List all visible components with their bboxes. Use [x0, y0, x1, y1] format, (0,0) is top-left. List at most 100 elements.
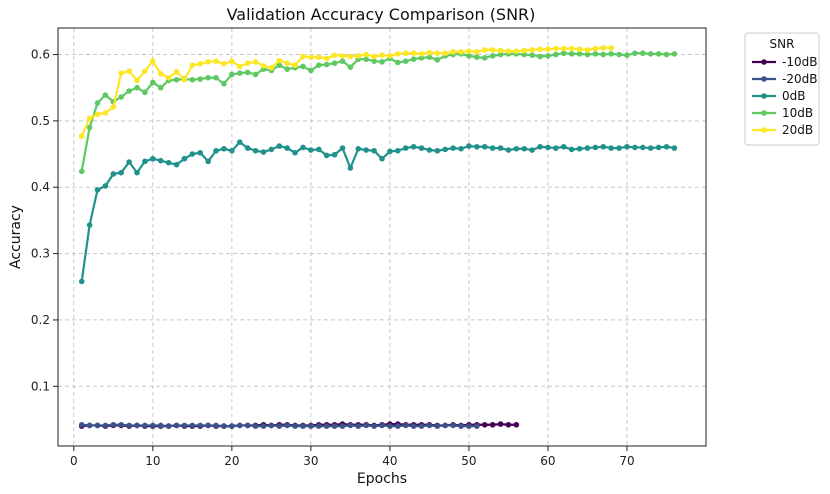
data-point [466, 48, 472, 55]
data-point [410, 423, 417, 429]
data-point [339, 53, 346, 59]
data-point [197, 76, 204, 82]
data-point [308, 67, 314, 74]
data-point [347, 165, 354, 171]
data-point [442, 146, 449, 153]
data-point [165, 74, 172, 81]
data-point [276, 62, 283, 68]
data-point [395, 423, 401, 429]
data-point [213, 147, 219, 154]
data-point [489, 53, 496, 59]
data-point [308, 147, 314, 153]
data-point [157, 84, 164, 91]
data-point [489, 145, 496, 151]
y-tick-label: 0.5 [31, 114, 50, 128]
data-point [78, 133, 85, 139]
data-point [600, 143, 607, 150]
data-point [458, 49, 464, 55]
data-point [466, 423, 472, 429]
data-point [181, 422, 188, 429]
data-point [371, 423, 377, 429]
x-tick-label: 0 [70, 454, 78, 468]
data-point [102, 422, 109, 429]
data-point [379, 52, 385, 58]
legend-item: 0dB [752, 89, 805, 103]
legend-swatch-marker [761, 59, 767, 65]
data-point [347, 53, 354, 60]
data-point [513, 48, 520, 55]
data-point [442, 50, 449, 57]
data-point [134, 422, 140, 429]
data-point [331, 52, 338, 58]
data-point [426, 422, 433, 429]
data-point [450, 49, 456, 55]
data-point [205, 422, 211, 429]
data-point [134, 169, 140, 176]
data-point [521, 145, 528, 152]
data-point [197, 149, 204, 156]
data-point [560, 143, 567, 150]
data-point [339, 145, 346, 151]
data-point [568, 146, 575, 153]
data-point [402, 58, 409, 64]
data-point [347, 422, 354, 429]
series-line [80, 46, 612, 137]
legend-item: -20dB [752, 72, 817, 86]
data-point [284, 422, 290, 429]
data-point [165, 423, 172, 429]
y-tick-label: 0.1 [31, 379, 50, 393]
data-point [276, 423, 283, 429]
data-point [418, 55, 425, 61]
data-point [410, 50, 417, 57]
data-point [371, 58, 377, 64]
data-point [418, 423, 425, 429]
data-point [402, 145, 409, 151]
data-point [94, 422, 101, 429]
data-point [639, 144, 646, 151]
data-point [553, 45, 559, 52]
x-tick-label: 20 [224, 454, 239, 468]
data-point [616, 51, 622, 58]
data-point [94, 100, 101, 106]
data-point [173, 76, 180, 83]
data-point [126, 422, 132, 429]
data-point [205, 59, 211, 65]
data-point [639, 50, 646, 57]
data-point [545, 46, 551, 53]
data-point [600, 45, 607, 51]
tick-layer: 0 10 20 30 40 50 60 70 0.1 0.2 0.3 0.4 0.5 0.6 [31, 48, 635, 468]
data-point [474, 423, 480, 429]
data-point [497, 51, 504, 58]
data-point [252, 59, 259, 65]
data-point [339, 58, 346, 64]
data-point [655, 144, 662, 151]
data-point [102, 92, 109, 98]
data-point [395, 147, 401, 154]
data-point [568, 45, 575, 52]
data-point [315, 423, 322, 429]
data-point [624, 143, 630, 150]
data-point [110, 171, 117, 177]
data-point [347, 64, 354, 70]
data-point [371, 147, 377, 154]
data-point [481, 421, 488, 428]
data-point [252, 71, 259, 78]
data-point [300, 63, 306, 70]
data-point [86, 115, 93, 122]
data-point [252, 147, 259, 154]
data-point [102, 110, 109, 116]
data-point [402, 50, 409, 57]
data-point [292, 62, 298, 68]
data-point [521, 47, 528, 54]
x-tick-label: 60 [540, 454, 555, 468]
data-point [189, 76, 196, 83]
data-point [244, 69, 251, 76]
data-point [474, 49, 480, 55]
data-point [260, 63, 267, 69]
data-point [671, 145, 678, 151]
data-point [229, 71, 235, 78]
data-point [363, 147, 370, 153]
data-point [474, 54, 480, 60]
series-20db [78, 45, 614, 139]
data-point [173, 422, 180, 429]
